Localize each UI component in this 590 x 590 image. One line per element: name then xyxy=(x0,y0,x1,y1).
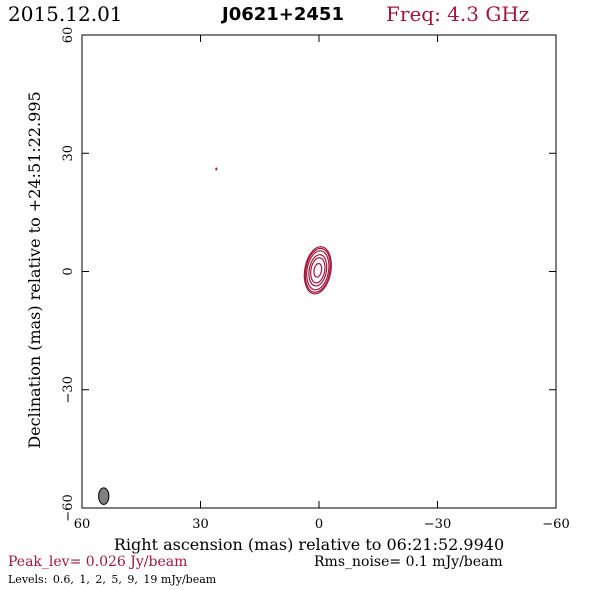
level-value: 1, xyxy=(79,573,90,586)
y-tick-label: 30 xyxy=(61,145,76,162)
beam-ellipse xyxy=(98,487,110,505)
x-tick-label: 60 xyxy=(74,517,91,532)
x-tick-label: −30 xyxy=(424,517,451,532)
levels-label: Levels: xyxy=(8,573,48,586)
contour-line xyxy=(310,257,326,284)
x-tick-label: 0 xyxy=(315,517,323,532)
level-value: 2, xyxy=(95,573,106,586)
axis-ticks xyxy=(81,34,557,509)
noise-contour xyxy=(215,167,218,171)
x-tick-label: −60 xyxy=(542,517,569,532)
y-tick-label: 0 xyxy=(61,267,76,275)
contour-levels: Levels: 0.6, 1, 2, 5, 9, 19 mJy/beam xyxy=(8,573,218,586)
level-value: 19 mJy/beam xyxy=(143,573,217,586)
map-features xyxy=(98,167,218,505)
rms-noise: Rms_noise= 0.1 mJy/beam xyxy=(314,554,503,570)
contour-line xyxy=(303,246,332,295)
peak-level: Peak_lev= 0.026 Jy/beam xyxy=(8,554,188,570)
level-value: 9, xyxy=(127,573,138,586)
x-tick-label: 30 xyxy=(192,517,209,532)
contour-line xyxy=(306,250,330,291)
observation-date: 2015.12.01 xyxy=(8,2,123,26)
level-value: 5, xyxy=(111,573,122,586)
level-value: 0.6, xyxy=(52,573,74,586)
contour-line xyxy=(308,254,328,287)
plot-frame xyxy=(81,34,557,509)
y-tick-label: −30 xyxy=(61,376,76,403)
contour-line xyxy=(304,247,331,293)
contour-lines xyxy=(303,246,332,295)
x-axis-label: Right ascension (mas) relative to 06:21:… xyxy=(114,535,504,554)
frequency-label: Freq: 4.3 GHz xyxy=(386,2,530,26)
contour-line xyxy=(313,262,323,278)
y-tick-label: 60 xyxy=(61,27,76,44)
y-tick-label: −60 xyxy=(61,494,76,521)
source-name: J0621+2451 xyxy=(222,4,344,25)
tick-labels: 60 30 0 −30 −60 −60 −30 0 30 60 xyxy=(61,27,570,532)
y-axis-label: Declination (mas) relative to +24:51:22.… xyxy=(25,91,44,448)
